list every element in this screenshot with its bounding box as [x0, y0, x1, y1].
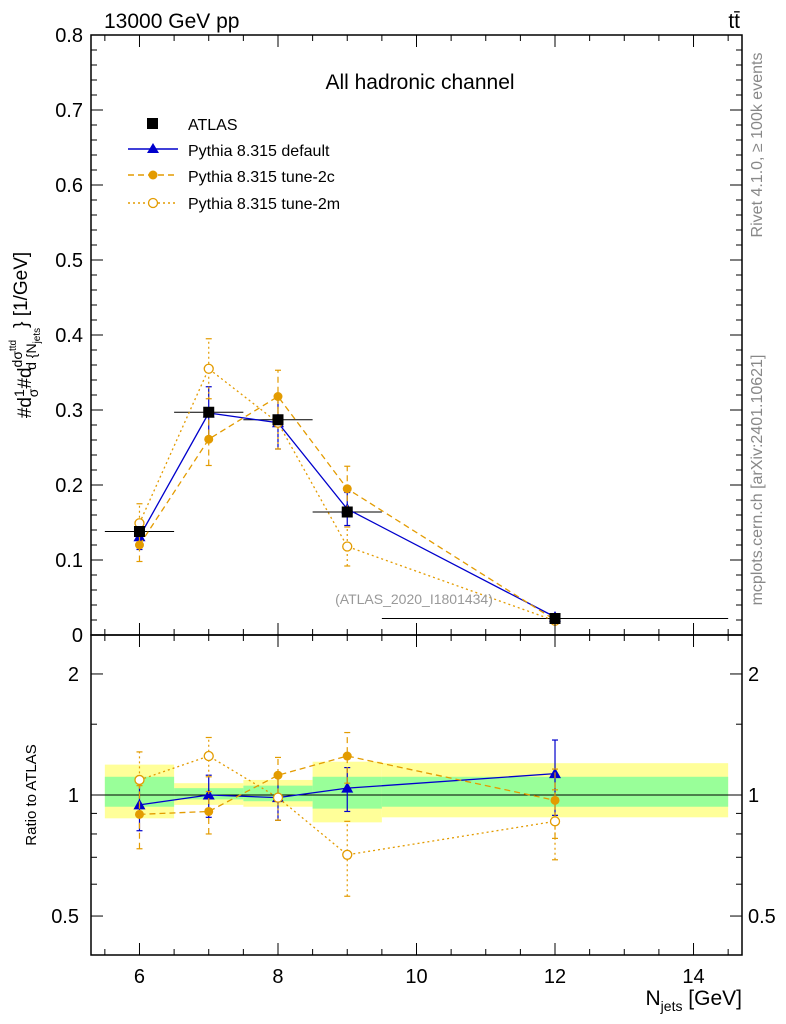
data-point	[204, 434, 214, 444]
main-y-tick-label: 0.8	[55, 25, 83, 47]
atlas-data-point	[272, 414, 284, 426]
ratio-frame	[90, 634, 743, 956]
legend-tune2c-circle-icon	[148, 170, 158, 180]
main-y-tick-label: 0.1	[55, 550, 83, 572]
ratio-data-point	[272, 792, 284, 803]
legend-atlas-square-icon	[147, 118, 158, 129]
series-1	[133, 386, 562, 622]
legend-label-tune2c: Pythia 8.315 tune-2c	[188, 169, 335, 186]
ratio-x-ticks: 6 8 10 12 14	[104, 635, 729, 988]
x-tick-label: 14	[682, 966, 704, 988]
ratio-y-tick-label-right: 2	[748, 664, 759, 686]
ratio-y-tick-label-right: 0.5	[748, 906, 776, 928]
rivet-label: Rivet 4.1.0, ≥ 100k events	[749, 53, 766, 238]
ratio-data-point	[342, 751, 352, 761]
main-y-tick-label: 0.6	[55, 175, 83, 197]
ratio-data-point	[203, 750, 214, 762]
legend-label-tune2m: Pythia 8.315 tune-2m	[188, 196, 340, 213]
plot-title: All hadronic channel	[325, 71, 514, 94]
series-line	[138, 395, 556, 621]
series-3	[134, 338, 561, 626]
beam-label: 13000 GeV pp	[104, 10, 239, 33]
legend-entry-default: Pythia 8.315 default	[128, 143, 330, 160]
legend-entry-tune2m: Pythia 8.315 tune-2m	[128, 196, 340, 213]
x-axis-label: Njets [GeV]	[646, 987, 743, 1014]
ratio-y-axis-label: Ratio to ATLAS	[23, 744, 40, 845]
legend-default-triangle-icon	[147, 143, 159, 153]
main-y-axis-label: #d1σ#ddσttd d {Njets} [1/GeV]	[8, 252, 43, 418]
ratio-y-tick-label-left: 1	[68, 785, 79, 807]
ratio-series-2	[134, 731, 560, 850]
data-point	[342, 541, 353, 552]
main-y-tick-label: 0.2	[55, 475, 83, 497]
source-label: mcplots.cern.ch [arXiv:2401.10621]	[749, 355, 766, 606]
main-series	[133, 338, 562, 626]
legend-tune2m-circle-icon	[147, 197, 159, 209]
ratio-y-ticks: 0.5 0.5 1 1 2 2	[51, 664, 776, 956]
ratio-data-point	[134, 774, 145, 786]
ratio-y-tick-label-right: 1	[748, 785, 759, 807]
x-tick-label: 6	[134, 966, 145, 988]
main-y-tick-label: 0.4	[55, 325, 83, 347]
main-y-tick-label: 0.7	[55, 100, 83, 122]
ratio-series-line	[139, 755, 556, 816]
main-y-axis-label-text: #d1σ#ddσttd d {Njets} [1/GeV]	[8, 252, 43, 418]
main-x-ticks	[104, 35, 729, 635]
atlas-data-point	[133, 526, 145, 537]
main-panel: 0 0.1 0.2 0.3 0.4 0.5 0.6 0.7 0.8 All hadronic c…	[8, 25, 743, 647]
main-y-tick-label: 0	[72, 625, 83, 647]
legend-label-default: Pythia 8.315 default	[188, 143, 330, 160]
data-point	[203, 363, 214, 374]
analysis-annotation: (ATLAS_2020_I1801434)	[335, 591, 493, 607]
ratio-series	[133, 731, 562, 897]
main-y-ticks: 0 0.1 0.2 0.3 0.4 0.5 0.6 0.7 0.8	[55, 25, 742, 647]
legend: ATLAS Pythia 8.315 default Pythia 8.315 …	[128, 117, 340, 213]
atlas-data-point	[341, 506, 353, 518]
data-point	[342, 484, 352, 494]
legend-entry-tune2c: Pythia 8.315 tune-2c	[128, 169, 335, 186]
ratio-panel: 0.5 0.51 12 2 6 8 10 12 14 Ratio to ATLAS Njets…	[23, 634, 776, 1014]
process-label: tt̄	[728, 10, 740, 33]
x-tick-label: 10	[405, 966, 427, 988]
x-tick-label: 12	[544, 966, 566, 988]
main-y-tick-label: 0.3	[55, 400, 83, 422]
ratio-data-point	[342, 849, 353, 860]
ratio-y-tick-label-left: 2	[68, 664, 79, 686]
ratio-data-point	[341, 782, 354, 793]
ratio-y-tick-label-left: 0.5	[51, 906, 79, 928]
ratio-data-point	[204, 806, 214, 816]
atlas-data-point	[549, 613, 561, 624]
legend-entry-atlas: ATLAS	[147, 117, 238, 134]
ratio-series-3	[134, 736, 561, 897]
ratio-data-point	[134, 809, 144, 819]
reference-bars	[104, 411, 729, 619]
x-tick-label: 8	[272, 966, 283, 988]
ratio-data-point	[202, 789, 215, 800]
legend-label-atlas: ATLAS	[188, 117, 238, 134]
ratio-data-point	[550, 795, 560, 805]
main-y-tick-label: 0.5	[55, 250, 83, 272]
atlas-data-point	[203, 406, 215, 418]
ratio-data-point	[549, 816, 561, 827]
